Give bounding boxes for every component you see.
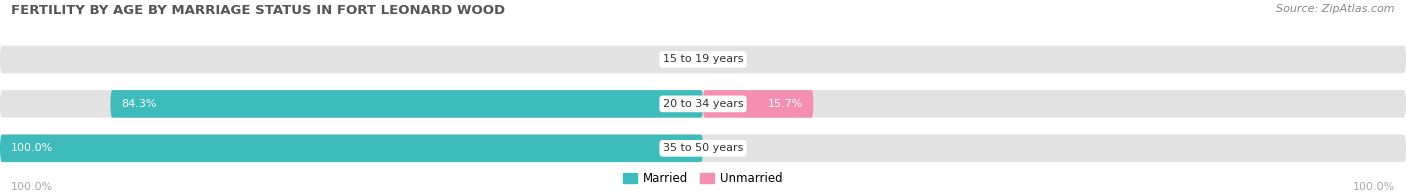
Text: 0.0%: 0.0% xyxy=(664,54,693,64)
Text: 100.0%: 100.0% xyxy=(1353,182,1395,192)
Text: 15.7%: 15.7% xyxy=(768,99,803,109)
FancyBboxPatch shape xyxy=(110,90,703,118)
FancyBboxPatch shape xyxy=(0,134,703,162)
Text: 0.0%: 0.0% xyxy=(713,54,742,64)
FancyBboxPatch shape xyxy=(0,134,1406,162)
FancyBboxPatch shape xyxy=(703,90,813,118)
Text: 100.0%: 100.0% xyxy=(10,143,53,153)
FancyBboxPatch shape xyxy=(0,46,1406,73)
Text: Source: ZipAtlas.com: Source: ZipAtlas.com xyxy=(1277,4,1395,14)
Text: 15 to 19 years: 15 to 19 years xyxy=(662,54,744,64)
Text: 84.3%: 84.3% xyxy=(121,99,156,109)
Text: 20 to 34 years: 20 to 34 years xyxy=(662,99,744,109)
FancyBboxPatch shape xyxy=(0,90,1406,118)
Legend: Married, Unmarried: Married, Unmarried xyxy=(619,168,787,190)
Text: FERTILITY BY AGE BY MARRIAGE STATUS IN FORT LEONARD WOOD: FERTILITY BY AGE BY MARRIAGE STATUS IN F… xyxy=(11,4,505,17)
Text: 0.0%: 0.0% xyxy=(713,143,742,153)
Text: 100.0%: 100.0% xyxy=(11,182,53,192)
Text: 35 to 50 years: 35 to 50 years xyxy=(662,143,744,153)
